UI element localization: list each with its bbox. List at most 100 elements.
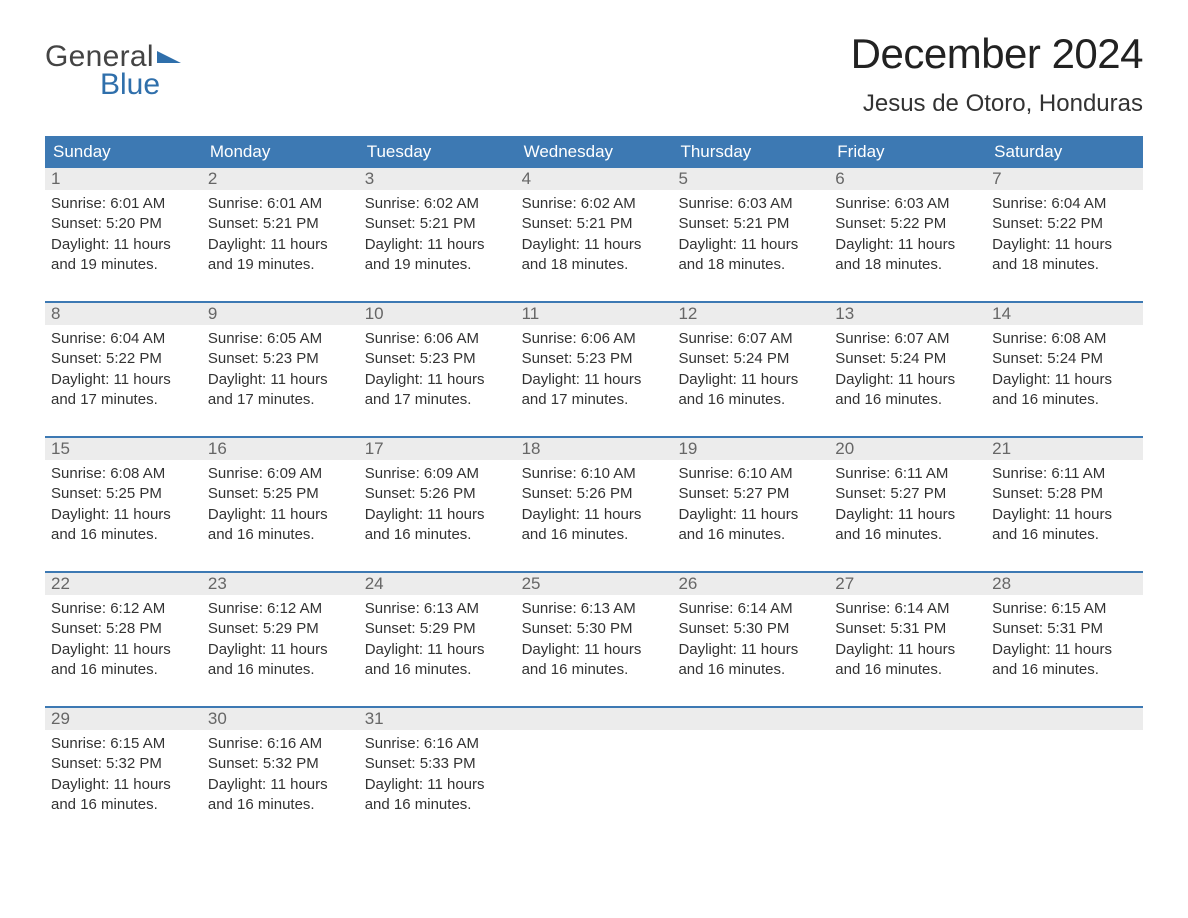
week-row: 15Sunrise: 6:08 AMSunset: 5:25 PMDayligh… [45,436,1143,551]
day-header: Monday [202,136,359,168]
sunrise-line: Sunrise: 6:02 AM [522,194,667,214]
sunset-line: Sunset: 5:30 PM [678,619,823,639]
calendar-cell: . [986,708,1143,821]
week-row: 8Sunrise: 6:04 AMSunset: 5:22 PMDaylight… [45,301,1143,416]
sunset-line: Sunset: 5:25 PM [208,484,353,504]
day-number: 24 [359,573,516,595]
calendar-cell: 13 Sunrise: 6:07 AMSunset: 5:24 PMDayligh… [829,303,986,416]
sunset-line: Sunset: 5:24 PM [678,349,823,369]
location-label: Jesus de Otoro, Honduras [851,90,1143,118]
sunset-line: Sunset: 5:20 PM [51,214,196,234]
sunset-line: Sunset: 5:21 PM [208,214,353,234]
daylight-line: Daylight: 11 hours and 18 minutes. [992,235,1137,276]
calendar-cell: 4 Sunrise: 6:02 AMSunset: 5:21 PMDaylight… [516,168,673,281]
calendar-cell: 17Sunrise: 6:09 AMSunset: 5:26 PMDayligh… [359,438,516,551]
calendar-cell: 19 Sunrise: 6:10 AMSunset: 5:27 PMDayligh… [672,438,829,551]
sun-info: Sunrise: 6:15 AMSunset: 5:31 PMDaylight:… [992,599,1137,680]
sunset-line: Sunset: 5:21 PM [365,214,510,234]
day-number: 8 [45,303,202,325]
sun-info: Sunrise: 6:14 AMSunset: 5:31 PMDaylight:… [835,599,980,680]
sunset-line: Sunset: 5:24 PM [835,349,980,369]
sunset-line: Sunset: 5:22 PM [51,349,196,369]
day-number: 26 [672,573,829,595]
calendar-cell: . [516,708,673,821]
sun-info: Sunrise: 6:07 AMSunset: 5:24 PMDaylight:… [835,329,980,410]
sun-info: Sunrise: 6:05 AMSunset: 5:23 PMDaylight:… [208,329,353,410]
calendar-cell: 26 Sunrise: 6:14 AMSunset: 5:30 PMDayligh… [672,573,829,686]
sunset-line: Sunset: 5:26 PM [522,484,667,504]
day-header: Wednesday [516,136,673,168]
day-number: 25 [516,573,673,595]
daylight-line: Daylight: 11 hours and 17 minutes. [208,370,353,411]
calendar-cell: 9 Sunrise: 6:05 AMSunset: 5:23 PMDaylight… [202,303,359,416]
calendar-cell: . [672,708,829,821]
calendar-cell: 10Sunrise: 6:06 AMSunset: 5:23 PMDayligh… [359,303,516,416]
sunset-line: Sunset: 5:25 PM [51,484,196,504]
daylight-line: Daylight: 11 hours and 18 minutes. [835,235,980,276]
day-number: 17 [359,438,516,460]
sun-info: Sunrise: 6:06 AMSunset: 5:23 PMDaylight:… [522,329,667,410]
calendar-cell: 8Sunrise: 6:04 AMSunset: 5:22 PMDaylight… [45,303,202,416]
sun-info: Sunrise: 6:02 AMSunset: 5:21 PMDaylight:… [365,194,510,275]
calendar-cell: 28Sunrise: 6:15 AMSunset: 5:31 PMDayligh… [986,573,1143,686]
daylight-line: Daylight: 11 hours and 16 minutes. [51,775,196,816]
daylight-line: Daylight: 11 hours and 16 minutes. [365,505,510,546]
day-number: . [516,708,673,730]
day-number: 13 [829,303,986,325]
sunrise-line: Sunrise: 6:11 AM [992,464,1137,484]
sunset-line: Sunset: 5:24 PM [992,349,1137,369]
day-number: 22 [45,573,202,595]
day-number: 14 [986,303,1143,325]
sun-info: Sunrise: 6:10 AMSunset: 5:27 PMDaylight:… [678,464,823,545]
title-block: December 2024 Jesus de Otoro, Honduras [851,30,1143,118]
sunset-line: Sunset: 5:21 PM [522,214,667,234]
daylight-line: Daylight: 11 hours and 18 minutes. [522,235,667,276]
calendar-cell: 29Sunrise: 6:15 AMSunset: 5:32 PMDayligh… [45,708,202,821]
sunrise-line: Sunrise: 6:07 AM [835,329,980,349]
sunrise-line: Sunrise: 6:01 AM [208,194,353,214]
calendar-cell: 21Sunrise: 6:11 AMSunset: 5:28 PMDayligh… [986,438,1143,551]
sunrise-line: Sunrise: 6:05 AM [208,329,353,349]
calendar-cell: 12Sunrise: 6:07 AMSunset: 5:24 PMDayligh… [672,303,829,416]
day-number: . [986,708,1143,730]
sunrise-line: Sunrise: 6:04 AM [992,194,1137,214]
day-number: 18 [516,438,673,460]
day-header: Saturday [986,136,1143,168]
calendar-cell: 30Sunrise: 6:16 AMSunset: 5:32 PMDayligh… [202,708,359,821]
day-number: . [672,708,829,730]
calendar-cell: 31Sunrise: 6:16 AMSunset: 5:33 PMDayligh… [359,708,516,821]
sunset-line: Sunset: 5:29 PM [208,619,353,639]
sun-info: Sunrise: 6:12 AMSunset: 5:28 PMDaylight:… [51,599,196,680]
calendar-cell: 11Sunrise: 6:06 AMSunset: 5:23 PMDayligh… [516,303,673,416]
day-number: 16 [202,438,359,460]
calendar-cell: 27Sunrise: 6:14 AMSunset: 5:31 PMDayligh… [829,573,986,686]
week-row: 22 Sunrise: 6:12 AMSunset: 5:28 PMDayligh… [45,571,1143,686]
sunset-line: Sunset: 5:28 PM [51,619,196,639]
calendar-cell: 1Sunrise: 6:01 AMSunset: 5:20 PMDaylight… [45,168,202,281]
day-header: Thursday [672,136,829,168]
day-number: 10 [359,303,516,325]
day-number: 4 [516,168,673,190]
sun-info: Sunrise: 6:14 AMSunset: 5:30 PMDaylight:… [678,599,823,680]
sunset-line: Sunset: 5:27 PM [678,484,823,504]
sunrise-line: Sunrise: 6:07 AM [678,329,823,349]
daylight-line: Daylight: 11 hours and 16 minutes. [365,775,510,816]
sun-info: Sunrise: 6:09 AMSunset: 5:25 PMDaylight:… [208,464,353,545]
daylight-line: Daylight: 11 hours and 16 minutes. [522,505,667,546]
sun-info: Sunrise: 6:11 AMSunset: 5:28 PMDaylight:… [992,464,1137,545]
day-number: 12 [672,303,829,325]
day-number: 19 [672,438,829,460]
daylight-line: Daylight: 11 hours and 16 minutes. [208,505,353,546]
day-number: 9 [202,303,359,325]
sun-info: Sunrise: 6:01 AMSunset: 5:20 PMDaylight:… [51,194,196,275]
sunrise-line: Sunrise: 6:10 AM [678,464,823,484]
sunrise-line: Sunrise: 6:15 AM [992,599,1137,619]
sun-info: Sunrise: 6:08 AMSunset: 5:24 PMDaylight:… [992,329,1137,410]
page: General Blue December 2024 Jesus de Otor… [0,0,1188,861]
sun-info: Sunrise: 6:01 AMSunset: 5:21 PMDaylight:… [208,194,353,275]
daylight-line: Daylight: 11 hours and 16 minutes. [835,640,980,681]
day-number: 7 [986,168,1143,190]
calendar-cell: 18Sunrise: 6:10 AMSunset: 5:26 PMDayligh… [516,438,673,551]
month-title: December 2024 [851,30,1143,78]
sunset-line: Sunset: 5:32 PM [51,754,196,774]
